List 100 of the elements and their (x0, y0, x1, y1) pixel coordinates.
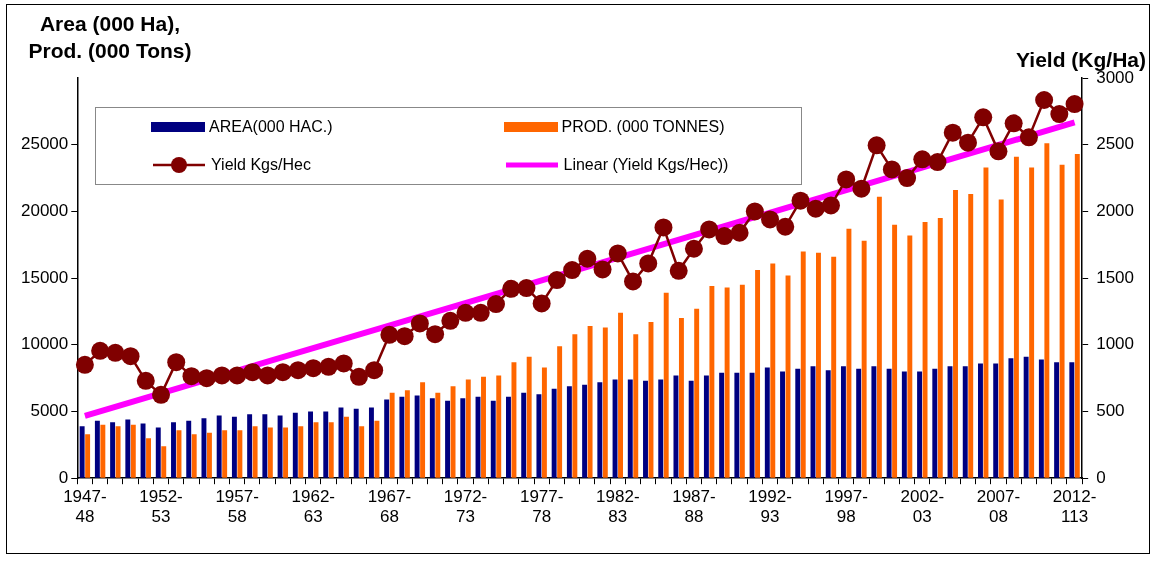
legend-label: Yield Kgs/Hec (211, 155, 311, 174)
bar (161, 446, 167, 478)
bar (627, 379, 633, 478)
legend-label: AREA(000 HAC.) (209, 117, 333, 136)
bar (267, 427, 273, 478)
y-tick-label: 20000 (20, 201, 69, 221)
bar (633, 334, 639, 478)
bar (404, 390, 410, 478)
bar (460, 398, 466, 478)
bar (536, 394, 542, 478)
bar (922, 222, 928, 478)
x-tick-label: 1947-48 (63, 487, 107, 527)
bar (85, 434, 91, 478)
bar (368, 407, 374, 478)
bar (917, 371, 923, 478)
x-tick-label: 1952-53 (139, 487, 183, 527)
bar (932, 368, 938, 478)
bar (526, 356, 532, 478)
bar (110, 422, 116, 478)
bar (755, 270, 761, 478)
bar (277, 415, 283, 478)
bar (978, 363, 983, 478)
bar (79, 426, 85, 478)
bar (901, 371, 907, 478)
bar (1044, 143, 1050, 478)
bar (688, 380, 694, 478)
bar (292, 412, 298, 478)
bar (739, 284, 745, 478)
bar (673, 375, 679, 478)
x-tick-label: 1962-63 (291, 487, 336, 527)
bar (572, 334, 578, 478)
bar (871, 366, 877, 478)
bar (191, 434, 197, 478)
bar (557, 346, 563, 478)
bar (719, 372, 725, 478)
bar (1054, 362, 1060, 478)
bar (709, 286, 715, 478)
bar (389, 392, 395, 478)
bar (344, 416, 349, 478)
bar (323, 411, 329, 478)
bar (252, 426, 258, 478)
bar (359, 426, 365, 478)
bar (237, 430, 243, 478)
bar (206, 432, 212, 478)
bar (678, 318, 684, 478)
bar (399, 396, 405, 478)
bar (780, 371, 785, 478)
legend-label: PROD. (000 TONNES) (561, 117, 725, 136)
bar (551, 388, 557, 478)
bar (308, 411, 313, 478)
bar (130, 424, 136, 478)
bar (658, 379, 664, 478)
bar (734, 372, 740, 478)
bar (420, 382, 426, 478)
bar (724, 287, 730, 478)
bar (703, 375, 709, 478)
bar (1069, 362, 1075, 478)
bar (694, 308, 700, 478)
bar (749, 372, 755, 478)
bar (328, 422, 334, 478)
bar (1013, 156, 1019, 478)
x-tick-label: 1997-98 (824, 487, 868, 527)
y2-tick-label: 0 (1096, 467, 1106, 487)
bar (582, 384, 588, 478)
bar (115, 426, 121, 478)
bar (856, 368, 862, 478)
bar (612, 379, 618, 478)
bar (602, 327, 608, 478)
bar (201, 418, 207, 478)
x-tick-label: 1982-83 (596, 487, 640, 527)
x-tick-label: 1977-78 (519, 487, 564, 527)
bar (146, 438, 151, 478)
x-tick-label: 1967-68 (367, 487, 412, 527)
bar (643, 380, 648, 478)
bar (998, 199, 1004, 478)
bar (1029, 167, 1035, 478)
bar (840, 366, 846, 478)
x-tick-label: 1987-88 (672, 487, 716, 527)
bar (892, 224, 898, 478)
y2-tick-label: 500 (1096, 401, 1125, 421)
bar (825, 370, 831, 478)
bar (1008, 358, 1014, 478)
bar (886, 368, 892, 478)
bar (94, 420, 100, 478)
x-tick-label: 2012-113 (1052, 487, 1097, 527)
bar (770, 263, 776, 478)
y2-tick-label: 2500 (1096, 134, 1135, 154)
bar (962, 366, 968, 478)
bar (937, 218, 943, 478)
x-tick-label: 1992-93 (748, 487, 792, 527)
bar (506, 396, 511, 478)
bar (541, 367, 547, 478)
bar (262, 414, 268, 478)
bar (490, 400, 496, 478)
bar (953, 190, 958, 478)
bar (216, 415, 222, 478)
bar (764, 367, 770, 478)
bar (231, 416, 237, 478)
bar (587, 326, 593, 478)
bar (353, 408, 359, 478)
